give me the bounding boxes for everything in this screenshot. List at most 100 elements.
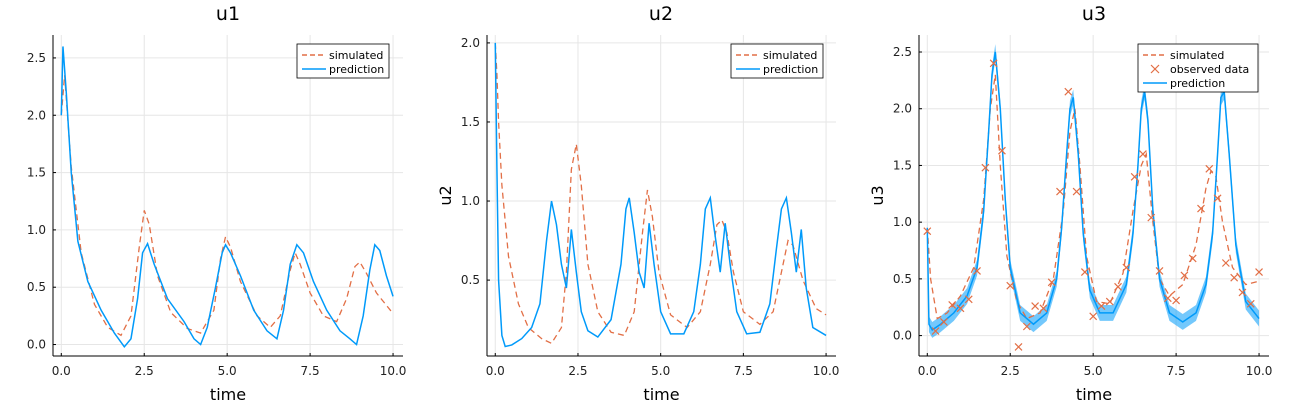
marker-stroke bbox=[1080, 268, 1089, 276]
marker-stroke bbox=[1230, 273, 1239, 282]
marker-stroke bbox=[1238, 288, 1247, 297]
marker-stroke bbox=[1255, 268, 1263, 276]
marker-stroke bbox=[1205, 164, 1214, 173]
chart-title: u2 bbox=[649, 3, 673, 25]
chart-panel-1: 0.0 2.5 5.0 7.5 10.0 0.0 0.5 1.0 1.5 2.0 2.5 u1 time… bbox=[27, 3, 407, 400]
data-point-marker bbox=[939, 318, 948, 326]
marker-stroke bbox=[1105, 297, 1114, 306]
y-tick-label: 1.0 bbox=[27, 223, 46, 237]
data-point-marker bbox=[1255, 268, 1263, 276]
y-tick-label: 0.5 bbox=[27, 280, 46, 294]
y-tick-label: 2.0 bbox=[893, 102, 912, 116]
data-point-marker bbox=[1047, 278, 1056, 287]
marker-stroke bbox=[1188, 254, 1197, 263]
marker-stroke bbox=[1180, 271, 1189, 280]
marker-stroke bbox=[1006, 281, 1015, 290]
data-point-marker bbox=[1246, 299, 1255, 308]
data-point-marker bbox=[1197, 204, 1205, 213]
marker-stroke bbox=[1155, 267, 1164, 275]
marker-stroke bbox=[1056, 187, 1064, 196]
data-point-marker bbox=[1221, 259, 1230, 267]
marker-stroke bbox=[1130, 172, 1139, 181]
data-point-marker bbox=[964, 295, 973, 304]
legend-label: prediction bbox=[1170, 77, 1225, 90]
data-point-marker bbox=[1180, 271, 1189, 280]
data-point-marker bbox=[1147, 213, 1156, 222]
data-point-marker bbox=[973, 267, 981, 275]
legend-item: prediction bbox=[302, 63, 384, 76]
data-point-marker bbox=[1205, 164, 1214, 173]
marker-stroke bbox=[1147, 213, 1156, 222]
data-point-marker bbox=[1230, 273, 1239, 282]
series-line-prediction bbox=[494, 42, 827, 348]
data-point-marker bbox=[1014, 343, 1023, 351]
data-point-marker bbox=[931, 327, 940, 335]
data-point-marker bbox=[981, 163, 990, 172]
legend-box bbox=[1137, 43, 1259, 93]
data-point-marker bbox=[1022, 322, 1031, 331]
chart-title: u3 bbox=[1082, 3, 1106, 25]
marker-stroke bbox=[1047, 278, 1056, 287]
marker-stroke bbox=[973, 267, 981, 275]
data-point-marker bbox=[1122, 263, 1131, 272]
x-tick-label: 10.0 bbox=[380, 364, 407, 378]
x-tick-label: 2.5 bbox=[1001, 364, 1020, 378]
x-tick-label: 10.0 bbox=[1246, 364, 1273, 378]
legend-label: observed data bbox=[1170, 63, 1249, 76]
marker-stroke bbox=[981, 163, 990, 172]
data-point-marker bbox=[1188, 254, 1197, 263]
x-tick-label: 7.5 bbox=[1167, 364, 1186, 378]
data-point-marker bbox=[1039, 304, 1048, 313]
y-tick-label: 2.5 bbox=[27, 51, 46, 65]
marker-stroke bbox=[1031, 302, 1040, 311]
marker-stroke bbox=[923, 227, 932, 236]
y-tick-label: 1.0 bbox=[461, 194, 480, 208]
x-tick-label: 5.0 bbox=[1084, 364, 1103, 378]
y-tick-label: 1.5 bbox=[27, 166, 46, 180]
data-point-marker bbox=[1213, 194, 1222, 203]
data-point-marker bbox=[948, 301, 957, 309]
data-point-marker bbox=[1080, 268, 1089, 276]
legend-item: simulated bbox=[736, 49, 817, 62]
x-tick-label: 5.0 bbox=[651, 364, 670, 378]
chart-panel-3: 0.0 2.5 5.0 7.5 10.0 0.0 0.5 1.0 1.5 2.0 2.5 u3 time… bbox=[868, 3, 1272, 400]
x-tick-label: 7.5 bbox=[301, 364, 320, 378]
marker-stroke bbox=[1097, 302, 1106, 311]
marker-stroke bbox=[1014, 343, 1023, 351]
data-point-marker bbox=[1155, 267, 1164, 275]
data-point-marker bbox=[1105, 297, 1114, 306]
legend-box bbox=[730, 43, 824, 79]
data-point-marker bbox=[923, 227, 932, 236]
data-point-marker bbox=[1130, 172, 1139, 181]
marker-stroke bbox=[1122, 263, 1131, 272]
data-point-marker bbox=[956, 304, 965, 313]
marker-stroke bbox=[989, 59, 998, 68]
x-tick-label: 0.0 bbox=[486, 364, 505, 378]
legend-label: prediction bbox=[763, 63, 818, 76]
x-tick-label: 2.5 bbox=[568, 364, 587, 378]
series-line-prediction bbox=[926, 51, 1260, 331]
y-tick-label: 2.5 bbox=[893, 45, 912, 59]
series-line-simulated bbox=[60, 75, 394, 337]
y-tick-label: 2.0 bbox=[461, 36, 480, 50]
data-point-marker bbox=[1238, 288, 1247, 297]
legend-label: prediction bbox=[329, 63, 384, 76]
y-tick-label: 2.0 bbox=[27, 108, 46, 122]
legend-marker bbox=[1150, 64, 1160, 74]
data-point-marker bbox=[1172, 296, 1181, 305]
legend-item: prediction bbox=[1143, 77, 1225, 90]
data-point-marker bbox=[1056, 187, 1064, 196]
plot-area bbox=[923, 44, 1263, 351]
marker-stroke bbox=[998, 146, 1006, 155]
data-point-marker bbox=[998, 146, 1006, 155]
data-point-marker bbox=[1064, 87, 1073, 96]
marker-stroke bbox=[1213, 194, 1222, 203]
marker-stroke bbox=[956, 304, 965, 313]
data-point-marker bbox=[1139, 150, 1147, 159]
marker-stroke bbox=[948, 301, 957, 309]
legend-label: simulated bbox=[329, 49, 383, 62]
x-tick-label: 5.0 bbox=[218, 364, 237, 378]
data-point-marker bbox=[1031, 302, 1040, 311]
